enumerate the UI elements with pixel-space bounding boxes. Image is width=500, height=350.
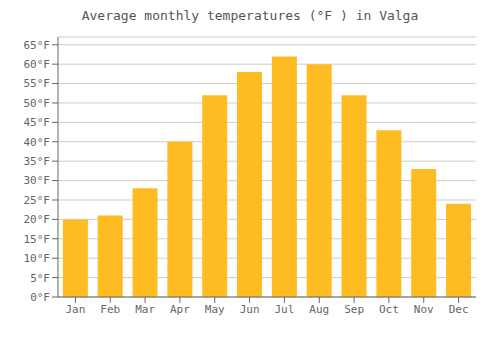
svg-text:30°F: 30°F: [24, 174, 51, 187]
svg-text:20°F: 20°F: [24, 213, 51, 226]
svg-text:Jul: Jul: [274, 303, 294, 316]
svg-text:Jun: Jun: [240, 303, 260, 316]
svg-text:65°F: 65°F: [24, 39, 51, 52]
svg-text:50°F: 50°F: [24, 97, 51, 110]
svg-text:0°F: 0°F: [30, 291, 50, 304]
html-text:Average monthly temperatures (: Average monthly temperatures (°F ) in Va…: [81, 8, 419, 23]
svg-text:10°F: 10°F: [24, 252, 51, 265]
svg-text:60°F: 60°F: [24, 58, 51, 71]
svg-text:40°F: 40°F: [24, 136, 51, 149]
svg-text:Feb: Feb: [100, 303, 120, 316]
svg-text:Nov: Nov: [414, 303, 434, 316]
svg-text:25°F: 25°F: [24, 194, 51, 207]
svg-text:Dec: Dec: [449, 303, 469, 316]
svg-text:Aug: Aug: [309, 303, 329, 316]
svg-text:May: May: [205, 303, 225, 316]
svg-text:55°F: 55°F: [24, 77, 51, 90]
svg-text:5°F: 5°F: [30, 272, 50, 285]
svg-text:15°F: 15°F: [24, 233, 51, 246]
svg-text:Sep: Sep: [344, 303, 364, 316]
svg-text:Apr: Apr: [170, 303, 190, 316]
svg-text:Mar: Mar: [135, 303, 155, 316]
svg-text:Oct: Oct: [379, 303, 399, 316]
svg-text:Jan: Jan: [65, 303, 85, 316]
svg-text:35°F: 35°F: [24, 155, 51, 168]
svg-text:45°F: 45°F: [24, 116, 51, 129]
